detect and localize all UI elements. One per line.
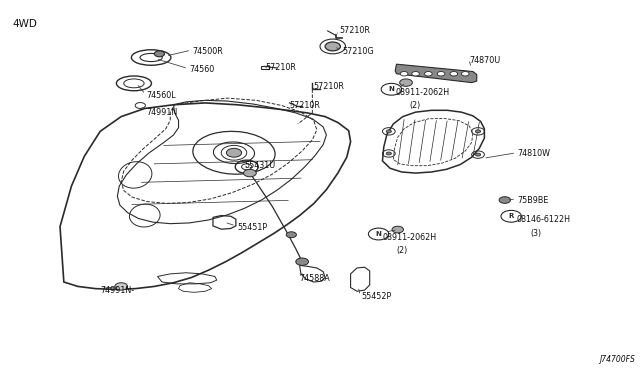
Text: N: N xyxy=(376,231,381,237)
Text: 55452P: 55452P xyxy=(362,292,392,301)
Circle shape xyxy=(296,258,308,265)
Text: N: N xyxy=(388,86,394,92)
Circle shape xyxy=(387,152,392,155)
Text: 57210R: 57210R xyxy=(314,82,344,91)
Circle shape xyxy=(115,283,127,290)
Text: 57210R: 57210R xyxy=(339,26,370,35)
Text: 74991N: 74991N xyxy=(147,108,178,117)
Text: J74700FS: J74700FS xyxy=(600,355,636,364)
Text: 08146-6122H: 08146-6122H xyxy=(516,215,570,224)
Circle shape xyxy=(461,71,469,76)
Text: 74500R: 74500R xyxy=(193,47,223,56)
Text: (2): (2) xyxy=(409,101,420,110)
Text: 74991N-: 74991N- xyxy=(100,286,134,295)
Circle shape xyxy=(399,79,412,86)
Circle shape xyxy=(502,213,514,219)
Text: 74810W: 74810W xyxy=(518,149,550,158)
Circle shape xyxy=(369,228,389,240)
Circle shape xyxy=(476,153,481,156)
Text: 74560L: 74560L xyxy=(147,91,176,100)
Circle shape xyxy=(450,71,458,76)
Text: 75B9BE: 75B9BE xyxy=(518,196,549,205)
Text: 74588A: 74588A xyxy=(300,274,330,283)
Polygon shape xyxy=(395,64,477,83)
Text: 57210R: 57210R xyxy=(266,62,297,72)
Circle shape xyxy=(392,226,403,233)
Text: 08911-2062H: 08911-2062H xyxy=(383,233,436,242)
Text: 74560: 74560 xyxy=(189,65,214,74)
Circle shape xyxy=(244,169,256,177)
Text: 08911-2062H: 08911-2062H xyxy=(395,89,449,97)
Circle shape xyxy=(227,148,242,157)
Text: 57210R: 57210R xyxy=(289,101,320,110)
Text: 57210G: 57210G xyxy=(342,47,374,56)
Circle shape xyxy=(387,130,392,133)
Circle shape xyxy=(286,232,296,238)
Circle shape xyxy=(424,71,432,76)
Text: 74870U: 74870U xyxy=(470,56,501,65)
Text: 55451P: 55451P xyxy=(237,223,268,232)
Circle shape xyxy=(501,211,522,222)
Text: (3): (3) xyxy=(531,229,541,238)
Circle shape xyxy=(400,71,408,76)
Text: (2): (2) xyxy=(396,246,408,255)
Circle shape xyxy=(437,71,445,76)
Circle shape xyxy=(325,42,340,51)
Circle shape xyxy=(154,51,164,57)
Circle shape xyxy=(499,197,511,203)
Circle shape xyxy=(412,71,419,76)
Text: 4WD: 4WD xyxy=(13,19,38,29)
Text: 55431U: 55431U xyxy=(245,161,276,170)
Circle shape xyxy=(476,130,481,133)
Circle shape xyxy=(381,83,401,95)
Text: R: R xyxy=(508,213,514,219)
